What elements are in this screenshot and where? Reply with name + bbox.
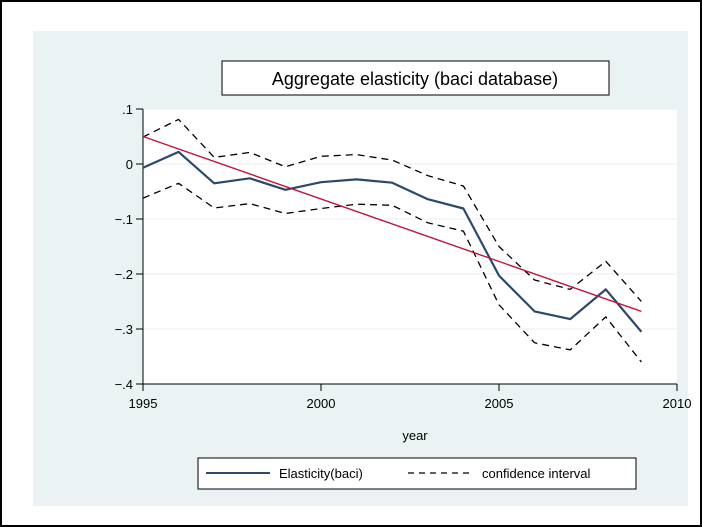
series-line-ci-upper bbox=[142, 118, 642, 302]
legend: Elasticity(baci) confidence interval bbox=[197, 457, 637, 490]
legend-label-confidence: confidence interval bbox=[482, 466, 591, 481]
x-tick-label: 2000 bbox=[307, 396, 336, 411]
x-tick-label: 2010 bbox=[663, 396, 692, 411]
trend-line bbox=[142, 135, 642, 313]
title-box-frame bbox=[221, 60, 610, 96]
axes: .1 0 −.1 −.2 −.3 −.4 1995 2000 2005 2010 bbox=[115, 102, 692, 411]
series-line-elasticity bbox=[142, 150, 643, 333]
x-axis-title: year bbox=[402, 428, 428, 443]
y-tick-label: −.3 bbox=[115, 322, 133, 337]
x-tick-label: 2005 bbox=[485, 396, 514, 411]
plot-area bbox=[143, 109, 677, 384]
y-tick-label: −.2 bbox=[115, 267, 133, 282]
trend-layer bbox=[142, 135, 642, 313]
chart-title: Aggregate elasticity (baci database) bbox=[272, 69, 558, 89]
title-box: Aggregate elasticity (baci database) bbox=[221, 60, 610, 96]
y-tick-label: .1 bbox=[122, 102, 133, 117]
series-layer bbox=[142, 118, 643, 363]
x-tick-label: 1995 bbox=[129, 396, 158, 411]
y-tick-label: −.4 bbox=[115, 377, 133, 392]
y-tick-label: 0 bbox=[126, 157, 133, 172]
y-tick-label: −.1 bbox=[115, 212, 133, 227]
series-line-ci-lower bbox=[142, 182, 642, 363]
legend-label-elasticity: Elasticity(baci) bbox=[279, 466, 363, 481]
legend-box bbox=[197, 457, 637, 490]
